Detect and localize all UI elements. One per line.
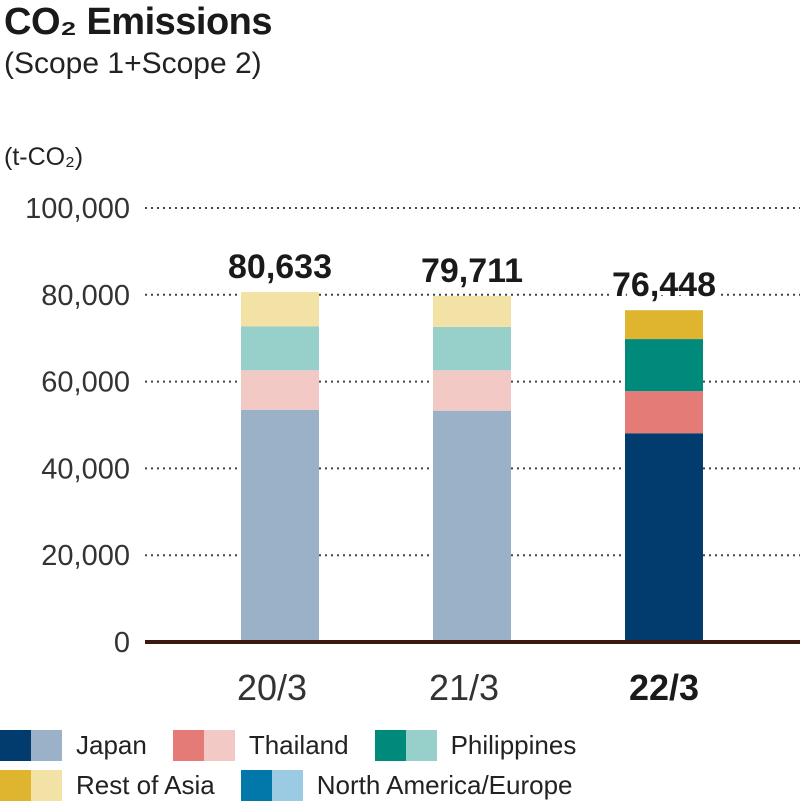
legend-swatch-light [31,729,62,761]
y-tick-label-5: 100,000 [25,193,130,225]
legend-label: Thailand [248,729,349,760]
legend-item-north-america-europe: North America/Europe [240,769,573,801]
y-tick-label-4: 80,000 [41,280,130,312]
bar-segment-japan-0 [241,409,319,642]
bar-segment-japan-2 [625,433,703,642]
total-label-2: 76,448 [612,266,716,304]
y-tick-label-3: 60,000 [41,367,130,399]
stacked-bar-chart: 0 20,000 40,000 60,000 80,000 100,000 80,633 20… [25,193,800,708]
legend-item-thailand: Thailand [172,729,349,761]
legend-swatch-dark [240,769,272,801]
legend-label: Philippines [450,729,577,760]
bar-segment-rest-of-asia-1 [433,296,511,327]
chart-subtitle: (Scope 1+Scope 2) [4,47,262,80]
legend-swatch-dark [0,729,31,761]
bar-segment-thailand-2 [625,391,703,434]
total-label-1: 79,711 [421,252,523,290]
bar-segment-rest-of-asia-0 [241,292,319,327]
legend-swatch-dark [0,769,31,801]
bar-segment-thailand-0 [241,370,319,410]
legend-swatch-dark [374,729,406,761]
legend-label: North America/Europe [316,769,573,800]
y-axis-unit-label: (t-CO₂) [4,143,84,171]
bar-segment-philippines-2 [625,339,703,392]
legend-item-philippines: Philippines [374,729,577,761]
total-label-0: 80,633 [228,248,332,286]
x-tick-label-2: 22/3 [629,667,699,708]
legend-swatch-light [271,769,303,801]
legend-row-1: Japan Thailand Philippines [0,728,602,762]
legend-swatch-light [405,729,437,761]
legend-swatch-light [31,769,62,801]
legend-swatch-light [203,729,235,761]
y-tick-label-0: 0 [114,627,130,659]
bar-segment-rest-of-asia-2 [625,310,703,340]
y-tick-label-1: 20,000 [41,540,130,572]
legend-label: Rest of Asia [76,769,215,800]
bar-segment-japan-1 [433,410,511,642]
legend-item-japan: Japan [0,729,147,761]
legend-item-rest-of-asia: Rest of Asia [0,769,215,801]
legend-row-2: Rest of Asia North America/Europe [0,768,599,802]
bar-segment-thailand-1 [433,370,511,411]
chart-title: CO₂ Emissions [4,1,273,43]
y-tick-label-2: 40,000 [41,453,130,485]
x-tick-label-0: 20/3 [237,667,307,708]
legend-label: Japan [76,729,147,760]
bar-segment-philippines-1 [433,326,511,371]
legend-swatch-dark [172,729,204,761]
bar-segment-philippines-0 [241,326,319,371]
x-tick-label-1: 21/3 [429,667,499,708]
